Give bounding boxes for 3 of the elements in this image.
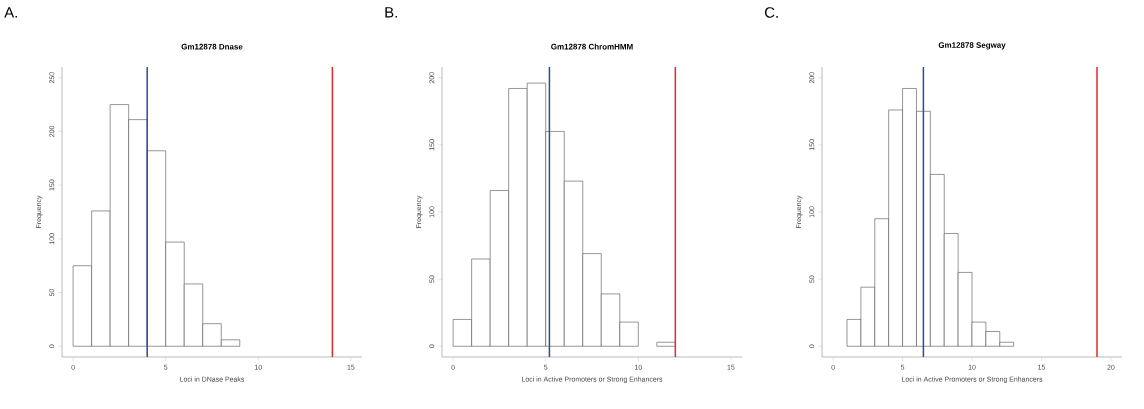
text: A.	[4, 7, 17, 18]
text: B.	[385, 7, 397, 18]
text: C.	[764, 7, 778, 18]
